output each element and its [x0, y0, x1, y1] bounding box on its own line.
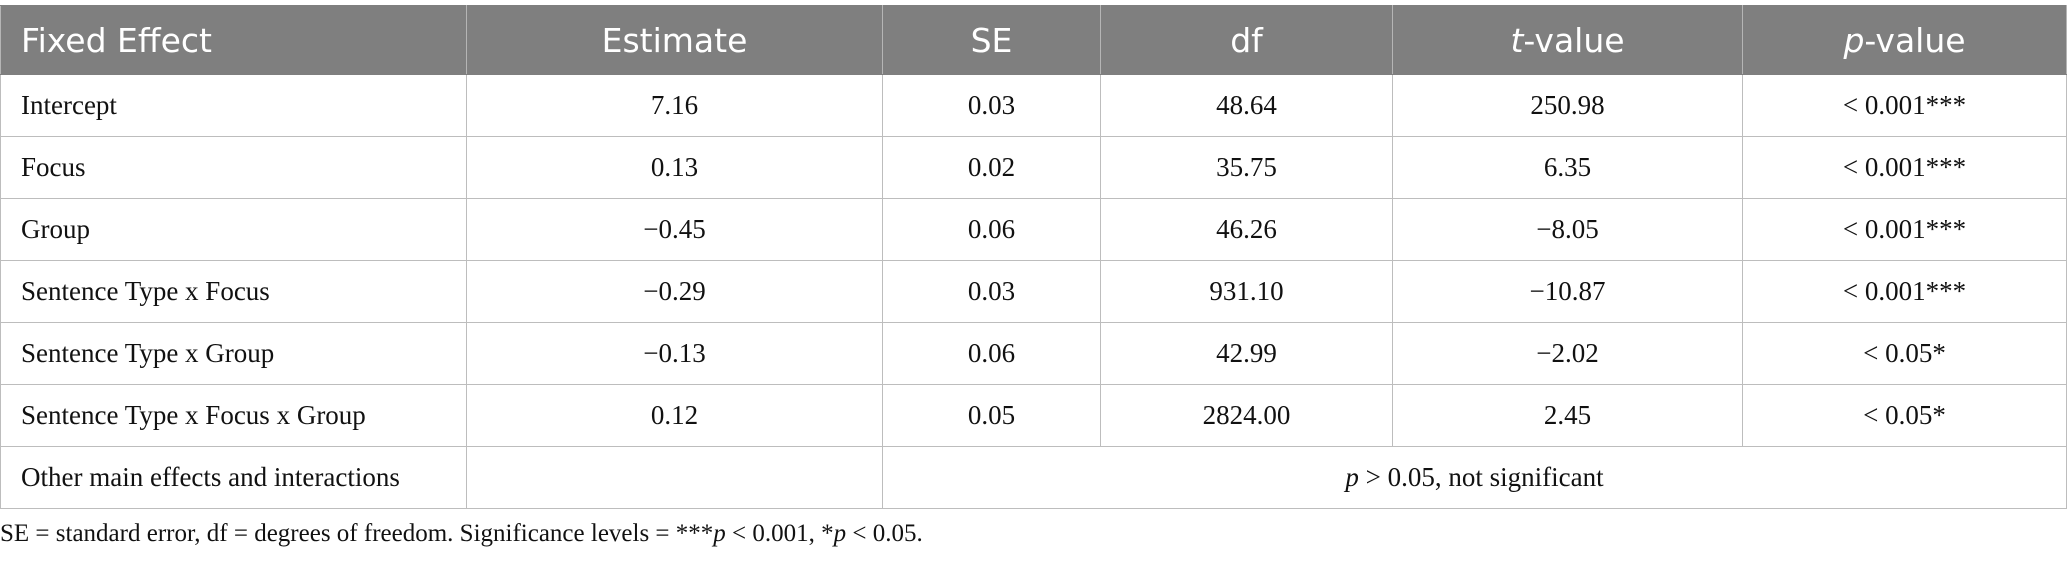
- df-cell: 48.64: [1100, 74, 1393, 137]
- effect-cell: Sentence Type x Focus x Group: [0, 384, 467, 447]
- se-cell: 0.03: [882, 260, 1101, 323]
- table-row: Focus 0.13 0.02 35.75 6.35 < 0.001***: [0, 136, 2067, 199]
- effect-cell: Sentence Type x Focus: [0, 260, 467, 323]
- effect-cell: Focus: [0, 136, 467, 199]
- effect-cell: Group: [0, 198, 467, 261]
- t-value-cell: −10.87: [1392, 260, 1743, 323]
- p-value-cell: < 0.05*: [1742, 322, 2067, 385]
- table-header-row: Fixed Effect Estimate SE df t-value p-va…: [0, 5, 2067, 75]
- estimate-cell: 0.12: [466, 384, 883, 447]
- table-row: Intercept 7.16 0.03 48.64 250.98 < 0.001…: [0, 74, 2067, 137]
- se-cell: 0.06: [882, 322, 1101, 385]
- table-row: Sentence Type x Group −0.13 0.06 42.99 −…: [0, 322, 2067, 385]
- effect-cell: Other main effects and interactions: [0, 446, 467, 509]
- se-cell: 0.02: [882, 136, 1101, 199]
- t-value-cell: 2.45: [1392, 384, 1743, 447]
- df-cell: 46.26: [1100, 198, 1393, 261]
- df-cell: 35.75: [1100, 136, 1393, 199]
- t-value-cell: −8.05: [1392, 198, 1743, 261]
- df-cell: 931.10: [1100, 260, 1393, 323]
- header-estimate: Estimate: [466, 5, 883, 75]
- header-se: SE: [882, 5, 1101, 75]
- estimate-cell: [466, 446, 883, 509]
- estimate-cell: −0.45: [466, 198, 883, 261]
- se-cell: 0.06: [882, 198, 1101, 261]
- p-value-cell: < 0.05*: [1742, 384, 2067, 447]
- header-fixed-effect: Fixed Effect: [0, 5, 467, 75]
- header-t-value: t-value: [1392, 5, 1743, 75]
- header-df: df: [1100, 5, 1393, 75]
- p-value-cell: < 0.001***: [1742, 198, 2067, 261]
- se-cell: 0.05: [882, 384, 1101, 447]
- df-cell: 42.99: [1100, 322, 1393, 385]
- effect-cell: Intercept: [0, 74, 467, 137]
- p-value-cell: < 0.001***: [1742, 260, 2067, 323]
- header-p-value: p-value: [1742, 5, 2067, 75]
- table-footnote: SE = standard error, df = degrees of fre…: [0, 520, 923, 547]
- t-value-cell: 250.98: [1392, 74, 1743, 137]
- table-row-other-effects: Other main effects and interactions p > …: [0, 446, 2067, 509]
- p-value-cell: < 0.001***: [1742, 74, 2067, 137]
- table-row: Group −0.45 0.06 46.26 −8.05 < 0.001***: [0, 198, 2067, 261]
- fixed-effects-table: Fixed Effect Estimate SE df t-value p-va…: [0, 5, 2067, 509]
- p-value-cell: < 0.001***: [1742, 136, 2067, 199]
- not-significant-note: p > 0.05, not significant: [882, 446, 2067, 509]
- table-row: Sentence Type x Focus −0.29 0.03 931.10 …: [0, 260, 2067, 323]
- estimate-cell: 0.13: [466, 136, 883, 199]
- effect-cell: Sentence Type x Group: [0, 322, 467, 385]
- estimate-cell: 7.16: [466, 74, 883, 137]
- t-value-cell: 6.35: [1392, 136, 1743, 199]
- estimate-cell: −0.13: [466, 322, 883, 385]
- estimate-cell: −0.29: [466, 260, 883, 323]
- table-row: Sentence Type x Focus x Group 0.12 0.05 …: [0, 384, 2067, 447]
- se-cell: 0.03: [882, 74, 1101, 137]
- t-value-cell: −2.02: [1392, 322, 1743, 385]
- df-cell: 2824.00: [1100, 384, 1393, 447]
